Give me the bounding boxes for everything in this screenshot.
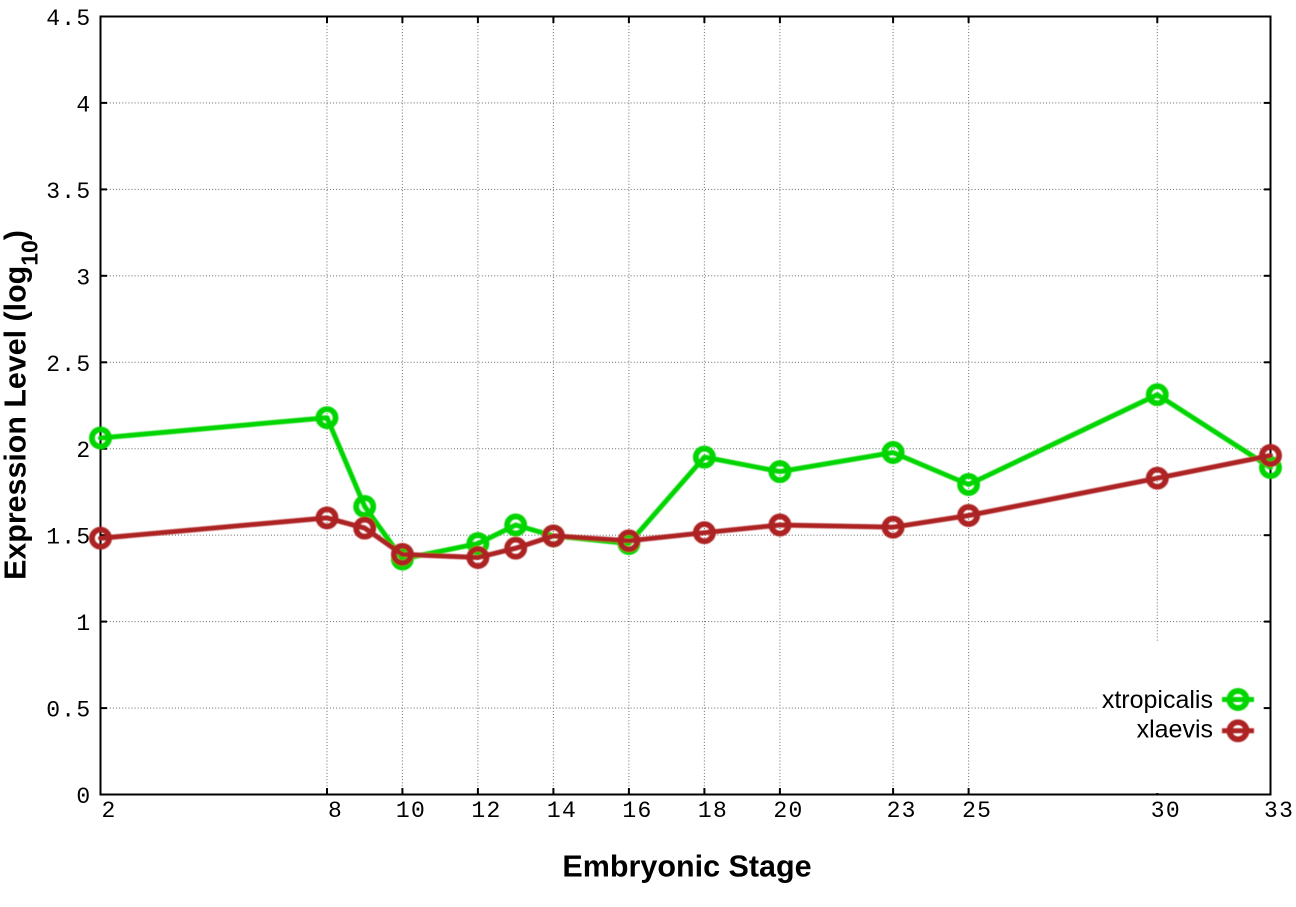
svg-text:33: 33 [1264, 798, 1294, 824]
svg-text:xtropicalis: xtropicalis [1102, 686, 1213, 714]
svg-text:1: 1 [76, 611, 91, 637]
svg-text:1.5: 1.5 [46, 525, 91, 551]
svg-text:23: 23 [887, 798, 917, 824]
svg-text:2: 2 [76, 438, 91, 464]
svg-text:18: 18 [698, 798, 728, 824]
svg-text:2: 2 [102, 798, 117, 824]
svg-text:0: 0 [76, 784, 91, 810]
svg-text:16: 16 [622, 798, 652, 824]
svg-text:30: 30 [1151, 798, 1181, 824]
svg-text:0.5: 0.5 [46, 698, 91, 724]
svg-text:20: 20 [773, 798, 803, 824]
svg-text:xlaevis: xlaevis [1137, 716, 1213, 744]
svg-text:25: 25 [962, 798, 992, 824]
svg-text:4: 4 [76, 92, 91, 118]
svg-text:2.5: 2.5 [46, 352, 91, 378]
svg-text:8: 8 [328, 798, 343, 824]
svg-text:Embryonic Stage: Embryonic Stage [562, 850, 811, 884]
svg-text:14: 14 [547, 798, 577, 824]
svg-text:3: 3 [76, 265, 91, 291]
svg-text:10: 10 [396, 798, 426, 824]
svg-text:3.5: 3.5 [46, 179, 91, 205]
svg-text:12: 12 [471, 798, 501, 824]
svg-text:4.5: 4.5 [46, 6, 91, 32]
